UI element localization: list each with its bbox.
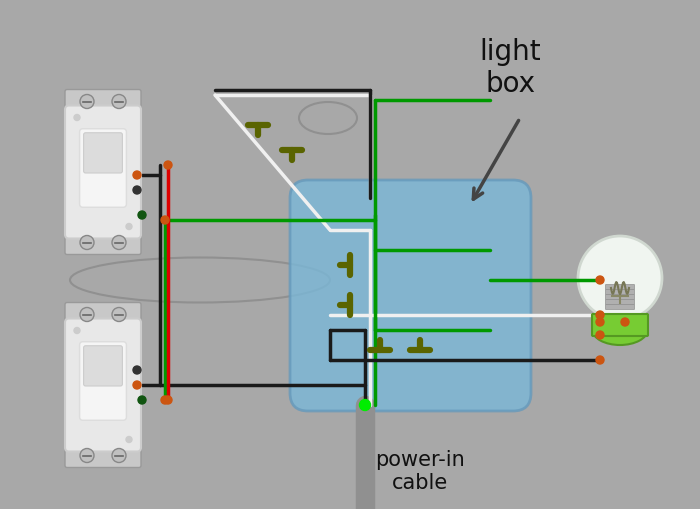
FancyBboxPatch shape (65, 90, 141, 114)
Circle shape (164, 161, 172, 169)
FancyBboxPatch shape (606, 285, 634, 290)
Circle shape (133, 366, 141, 374)
FancyBboxPatch shape (83, 133, 122, 173)
FancyBboxPatch shape (65, 231, 141, 254)
Circle shape (133, 171, 141, 179)
Circle shape (578, 236, 662, 320)
Circle shape (112, 236, 126, 249)
Circle shape (596, 331, 604, 339)
Circle shape (80, 95, 94, 108)
Circle shape (80, 448, 94, 463)
Circle shape (133, 381, 141, 389)
Circle shape (112, 307, 126, 322)
FancyBboxPatch shape (65, 105, 141, 239)
Circle shape (596, 276, 604, 284)
Circle shape (74, 327, 80, 333)
Text: power-in
cable: power-in cable (375, 450, 465, 493)
FancyBboxPatch shape (592, 314, 648, 336)
Ellipse shape (592, 315, 648, 345)
Circle shape (621, 318, 629, 326)
FancyBboxPatch shape (65, 443, 141, 467)
Circle shape (161, 396, 169, 404)
Circle shape (164, 396, 172, 404)
Circle shape (126, 437, 132, 442)
Circle shape (80, 236, 94, 249)
FancyBboxPatch shape (606, 299, 634, 304)
Circle shape (112, 95, 126, 108)
Circle shape (112, 448, 126, 463)
Circle shape (138, 396, 146, 404)
Text: light
box: light box (480, 38, 541, 98)
FancyBboxPatch shape (290, 180, 531, 411)
FancyBboxPatch shape (80, 342, 127, 420)
Circle shape (74, 115, 80, 121)
FancyBboxPatch shape (606, 304, 634, 309)
Circle shape (596, 318, 604, 326)
Circle shape (161, 216, 169, 224)
FancyBboxPatch shape (606, 295, 634, 299)
FancyBboxPatch shape (65, 319, 141, 451)
FancyBboxPatch shape (65, 302, 141, 326)
FancyBboxPatch shape (83, 346, 122, 386)
FancyBboxPatch shape (606, 290, 634, 295)
Circle shape (596, 356, 604, 364)
Circle shape (596, 311, 604, 319)
Circle shape (133, 186, 141, 194)
Circle shape (360, 400, 370, 410)
Circle shape (138, 211, 146, 219)
FancyBboxPatch shape (80, 129, 127, 207)
Circle shape (126, 223, 132, 230)
Circle shape (80, 307, 94, 322)
